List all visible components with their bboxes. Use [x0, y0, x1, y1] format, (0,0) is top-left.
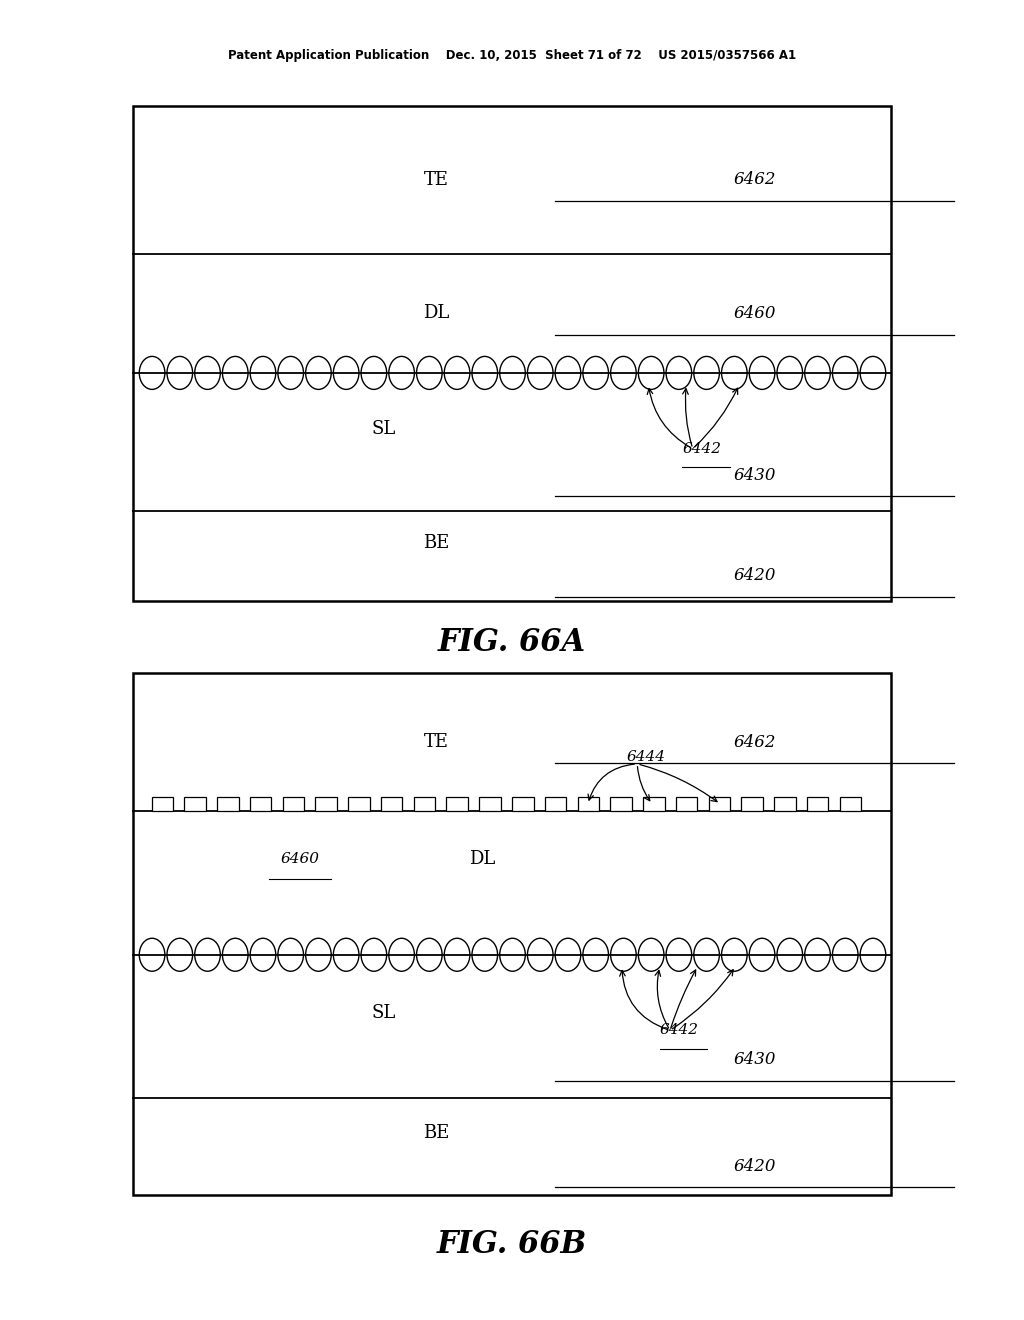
Text: 6462: 6462	[733, 734, 776, 751]
Bar	[250, 797, 271, 812]
Bar	[381, 797, 402, 812]
Bar	[610, 797, 632, 812]
Bar	[545, 797, 566, 812]
Text: SL: SL	[371, 1005, 395, 1022]
Bar	[283, 797, 304, 812]
Text: BE: BE	[423, 1125, 450, 1142]
Text: 6430: 6430	[733, 1051, 776, 1068]
Bar	[152, 797, 173, 812]
Bar	[676, 797, 697, 812]
Text: 6420: 6420	[733, 1158, 776, 1175]
Text: 6462: 6462	[733, 172, 776, 189]
Text: 6430: 6430	[733, 467, 776, 483]
Bar	[741, 797, 763, 812]
Bar	[840, 797, 861, 812]
Bar	[217, 797, 239, 812]
Bar	[184, 797, 206, 812]
Bar	[643, 797, 665, 812]
Text: 6442: 6442	[682, 442, 722, 455]
Text: 6420: 6420	[733, 568, 776, 585]
Text: 6460: 6460	[733, 305, 776, 322]
Bar	[774, 797, 796, 812]
Text: FIG. 66B: FIG. 66B	[437, 1229, 587, 1261]
Bar	[709, 797, 730, 812]
Bar	[807, 797, 828, 812]
Text: SL: SL	[371, 420, 395, 438]
Text: BE: BE	[423, 533, 450, 552]
Bar	[578, 797, 599, 812]
Text: TE: TE	[424, 170, 449, 189]
Text: FIG. 66A: FIG. 66A	[438, 627, 586, 659]
Bar	[133, 106, 891, 601]
Bar	[446, 797, 468, 812]
Bar	[133, 673, 891, 1195]
Text: DL: DL	[469, 850, 495, 869]
Bar	[414, 797, 435, 812]
Bar	[315, 797, 337, 812]
Text: Patent Application Publication    Dec. 10, 2015  Sheet 71 of 72    US 2015/03575: Patent Application Publication Dec. 10, …	[228, 49, 796, 62]
Bar	[479, 797, 501, 812]
Bar	[348, 797, 370, 812]
Text: 6442: 6442	[659, 1023, 698, 1038]
Text: 6444: 6444	[627, 750, 666, 764]
Text: TE: TE	[424, 734, 449, 751]
Text: DL: DL	[423, 305, 450, 322]
Text: 6460: 6460	[281, 853, 319, 866]
Bar	[512, 797, 534, 812]
